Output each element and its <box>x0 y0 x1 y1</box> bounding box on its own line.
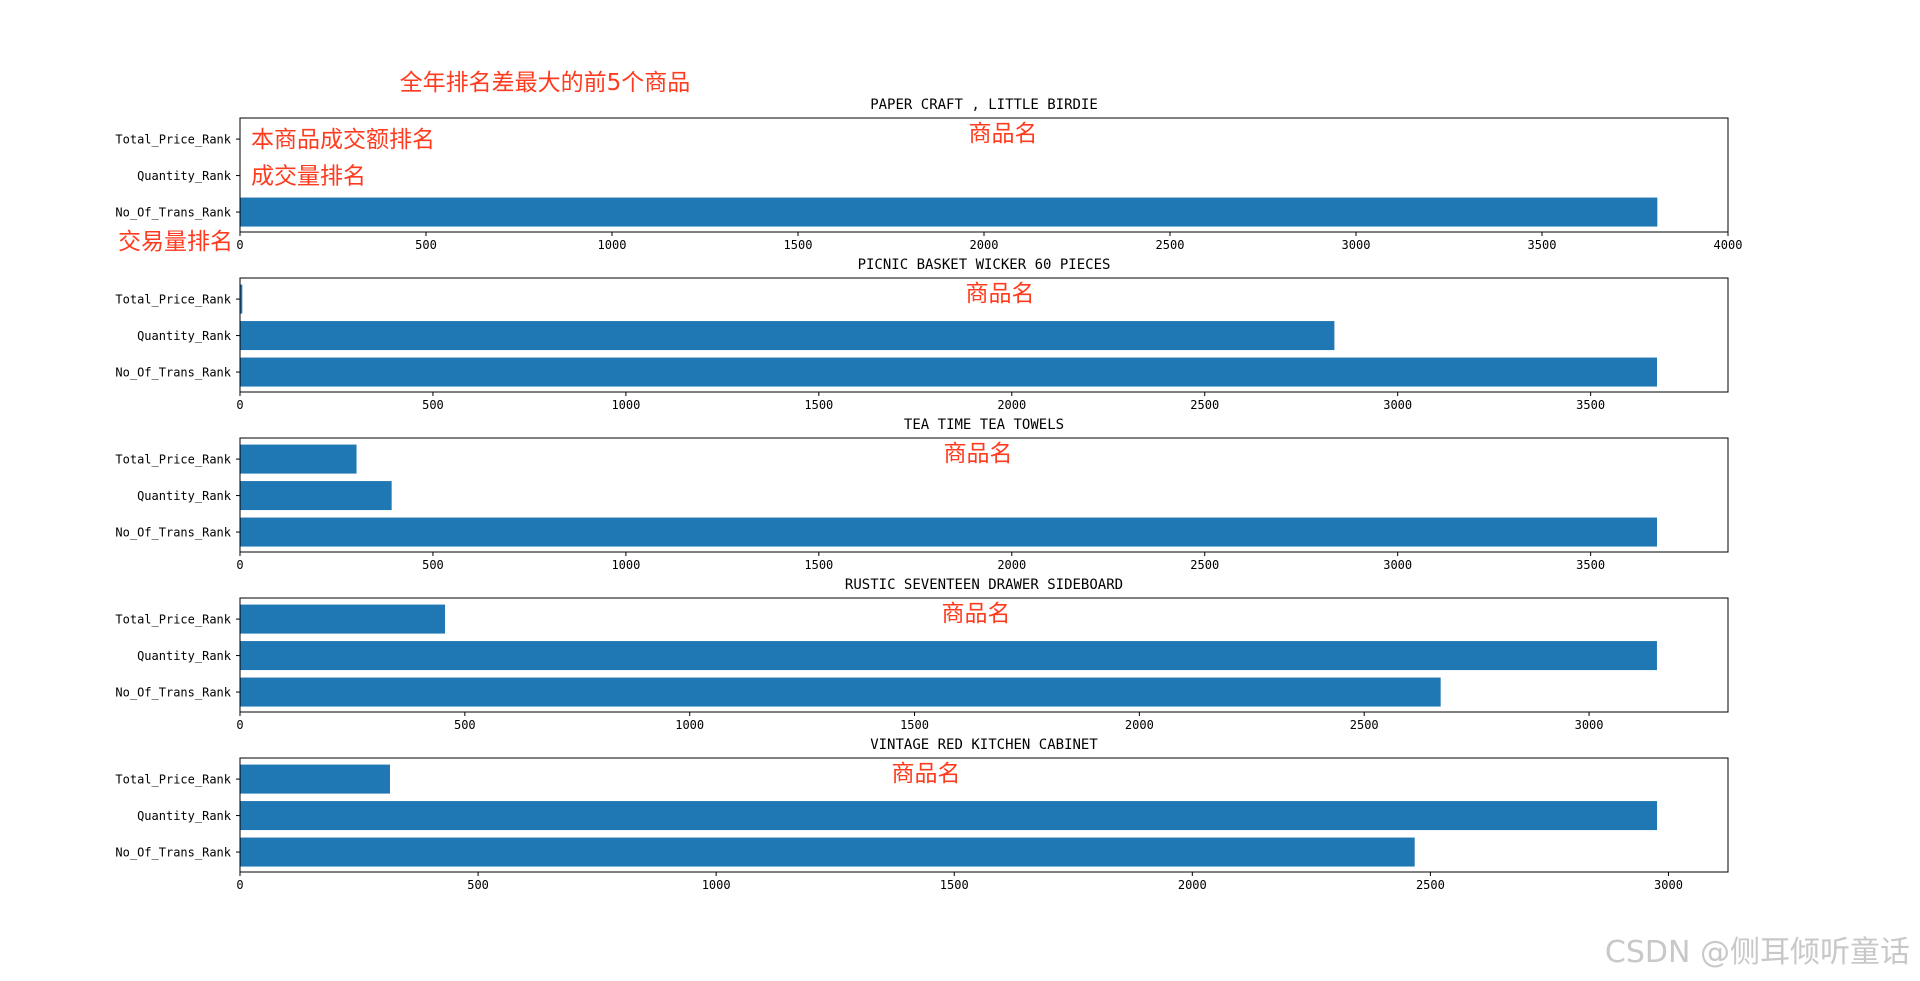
y-tick-label: Quantity_Rank <box>137 489 232 503</box>
subplot-title: PAPER CRAFT , LITTLE BIRDIE <box>870 97 1098 113</box>
x-tick-label: 500 <box>422 558 444 572</box>
subplots: PAPER CRAFT , LITTLE BIRDIE Total_Price_R… <box>115 97 1742 892</box>
bar-Quantity_Rank <box>240 481 392 511</box>
subplot-3: TEA TIME TEA TOWELS Total_Price_Rank Quant… <box>115 417 1729 572</box>
x-tick-label: 1500 <box>940 878 969 892</box>
product-name-annotation: 商品名 <box>966 281 1035 307</box>
x-tick-label: 2500 <box>1350 718 1379 732</box>
product-name-annotation: 商品名 <box>944 441 1013 467</box>
subplot-4: RUSTIC SEVENTEEN DRAWER SIDEBOARD Total_P… <box>115 577 1729 732</box>
axes-frame <box>239 757 1729 873</box>
product-name-annotation: 商品名 <box>969 121 1038 147</box>
bar-No_Of_Trans_Rank <box>240 517 1657 547</box>
y-tick-label: Total_Price_Rank <box>115 453 231 467</box>
axes-frame <box>239 597 1729 713</box>
product-name-annotation: 商品名 <box>892 761 961 787</box>
x-tick-label: 3000 <box>1342 238 1371 252</box>
y-tick-label: Quantity_Rank <box>137 329 232 343</box>
x-tick-label: 1000 <box>611 558 640 572</box>
bar-Total_Price_Rank <box>240 764 390 794</box>
bar-No_Of_Trans_Rank <box>240 357 1657 387</box>
bar-No_Of_Trans_Rank <box>240 677 1441 707</box>
x-tick-label: 2000 <box>997 398 1026 412</box>
bar-Total_Price_Rank <box>240 444 357 474</box>
rank-annotation: 成交量排名 <box>251 164 366 190</box>
x-tick-label: 2000 <box>1125 718 1154 732</box>
x-tick-label: 1500 <box>804 558 833 572</box>
y-tick-label: Total_Price_Rank <box>115 773 231 787</box>
x-tick-label: 2500 <box>1416 878 1445 892</box>
subplot-5: VINTAGE RED KITCHEN CABINET Total_Price_R… <box>115 737 1729 892</box>
bar-No_Of_Trans_Rank <box>240 837 1415 867</box>
product-name-annotation: 商品名 <box>942 601 1011 627</box>
bar-No_Of_Trans_Rank <box>240 197 1658 227</box>
x-tick-label: 3000 <box>1383 558 1412 572</box>
y-tick-label: Quantity_Rank <box>137 169 232 183</box>
x-tick-label: 3500 <box>1576 558 1605 572</box>
x-tick-label: 500 <box>422 398 444 412</box>
x-tick-label: 1000 <box>598 238 627 252</box>
y-tick-label: Quantity_Rank <box>137 809 232 823</box>
x-tick-label: 0 <box>236 398 243 412</box>
x-tick-label: 2000 <box>997 558 1026 572</box>
subplot-title: PICNIC BASKET WICKER 60 PIECES <box>858 257 1111 273</box>
y-tick-label: Total_Price_Rank <box>115 133 231 147</box>
x-tick-label: 0 <box>236 718 243 732</box>
x-tick-label: 0 <box>236 238 243 252</box>
y-tick-label: No_Of_Trans_Rank <box>115 366 231 380</box>
bar-Total_Price_Rank <box>240 284 243 314</box>
subplot-2: PICNIC BASKET WICKER 60 PIECES Total_Pric… <box>115 257 1729 412</box>
x-tick-label: 500 <box>454 718 476 732</box>
x-tick-label: 1000 <box>675 718 704 732</box>
x-tick-label: 3000 <box>1383 398 1412 412</box>
x-tick-label: 2500 <box>1190 398 1219 412</box>
y-tick-label: No_Of_Trans_Rank <box>115 686 231 700</box>
x-tick-label: 500 <box>415 238 437 252</box>
subplot-title: VINTAGE RED KITCHEN CABINET <box>870 737 1098 753</box>
x-tick-label: 1000 <box>611 398 640 412</box>
y-tick-label: No_Of_Trans_Rank <box>115 206 231 220</box>
subplot-title: RUSTIC SEVENTEEN DRAWER SIDEBOARD <box>845 577 1123 593</box>
subplot-1: PAPER CRAFT , LITTLE BIRDIE Total_Price_R… <box>115 97 1742 255</box>
x-tick-label: 2000 <box>970 238 999 252</box>
x-tick-label: 3500 <box>1576 398 1605 412</box>
axes-frame <box>239 277 1729 393</box>
x-tick-label: 4000 <box>1714 238 1743 252</box>
x-tick-label: 2500 <box>1156 238 1185 252</box>
x-tick-label: 0 <box>236 558 243 572</box>
bar-Quantity_Rank <box>240 801 1658 831</box>
x-tick-label: 1500 <box>784 238 813 252</box>
axes-frame <box>239 437 1729 553</box>
x-tick-label: 3000 <box>1575 718 1604 732</box>
rank-annotation: 交易量排名 <box>118 229 233 255</box>
y-tick-label: Total_Price_Rank <box>115 293 231 307</box>
rank-annotation: 本商品成交额排名 <box>251 127 435 153</box>
y-tick-label: Quantity_Rank <box>137 649 232 663</box>
x-tick-label: 2500 <box>1190 558 1219 572</box>
x-tick-label: 3500 <box>1528 238 1557 252</box>
subplot-title: TEA TIME TEA TOWELS <box>904 417 1064 433</box>
watermark: CSDN @侧耳倾听童话 <box>1605 935 1910 970</box>
figure-title: 全年排名差最大的前5个商品 <box>400 70 691 96</box>
y-tick-label: Total_Price_Rank <box>115 613 231 627</box>
x-tick-label: 1500 <box>804 398 833 412</box>
x-tick-label: 0 <box>236 878 243 892</box>
x-tick-label: 1000 <box>702 878 731 892</box>
y-tick-label: No_Of_Trans_Rank <box>115 846 231 860</box>
x-tick-label: 3000 <box>1654 878 1683 892</box>
bar-Total_Price_Rank <box>240 604 446 634</box>
x-tick-label: 2000 <box>1178 878 1207 892</box>
y-tick-label: No_Of_Trans_Rank <box>115 526 231 540</box>
bar-Quantity_Rank <box>240 321 1335 351</box>
x-tick-label: 1500 <box>900 718 929 732</box>
x-tick-label: 500 <box>467 878 489 892</box>
bar-Quantity_Rank <box>240 641 1657 671</box>
